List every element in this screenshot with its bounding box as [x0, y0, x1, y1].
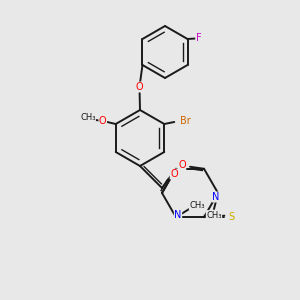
Text: N: N: [212, 192, 220, 202]
Text: O: O: [170, 169, 178, 179]
Text: Br: Br: [180, 116, 190, 126]
Text: S: S: [228, 212, 234, 222]
Text: O: O: [178, 160, 186, 170]
Text: O: O: [99, 116, 106, 126]
Text: CH₃: CH₃: [206, 211, 222, 220]
Text: N: N: [174, 210, 182, 220]
Text: O: O: [136, 82, 143, 92]
Text: CH₃: CH₃: [189, 201, 205, 210]
Text: F: F: [196, 33, 201, 43]
Text: CH₃: CH₃: [80, 113, 95, 122]
